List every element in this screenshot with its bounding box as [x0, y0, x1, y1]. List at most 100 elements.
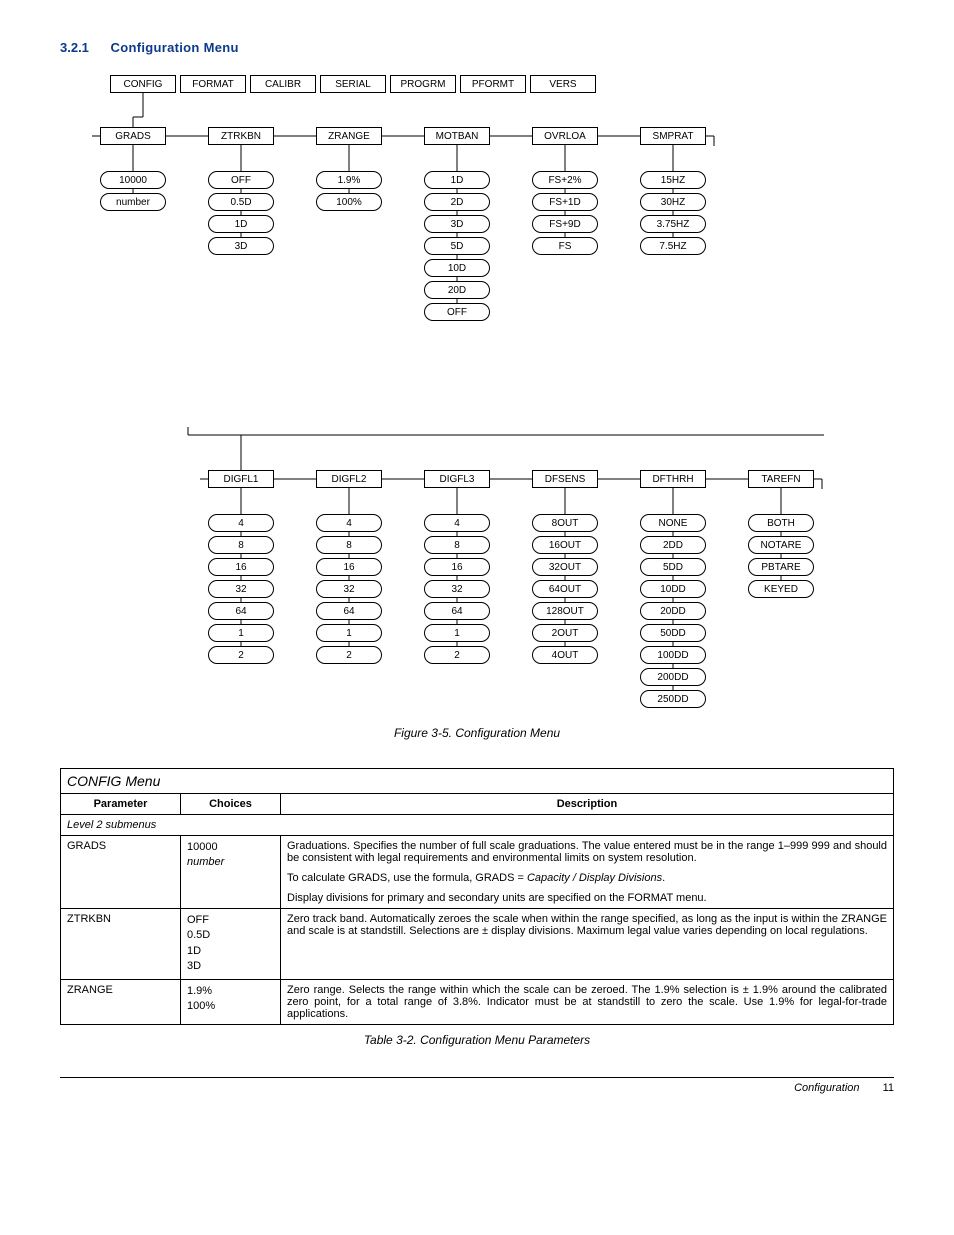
- section-heading: 3.2.1 Configuration Menu: [60, 40, 894, 55]
- menu-box: PROGRM: [390, 75, 456, 93]
- menu-box: CALIBR: [250, 75, 316, 93]
- option-pill: 20DD: [640, 602, 706, 620]
- menu-box: VERS: [530, 75, 596, 93]
- option-pill: 7.5HZ: [640, 237, 706, 255]
- option-pill: 0.5D: [208, 193, 274, 211]
- figure-caption: Figure 3-5. Configuration Menu: [60, 726, 894, 740]
- option-pill: 2D: [424, 193, 490, 211]
- option-pill: 200DD: [640, 668, 706, 686]
- choices-cell: OFF0.5D1D3D: [181, 909, 281, 980]
- config-parameters-table: Parameter Choices Description Level 2 su…: [60, 793, 894, 1025]
- option-pill: 4OUT: [532, 646, 598, 664]
- section-number: 3.2.1: [60, 40, 89, 55]
- option-pill: 8OUT: [532, 514, 598, 532]
- option-pill: BOTH: [748, 514, 814, 532]
- option-pill: 32: [208, 580, 274, 598]
- menu-box: TAREFN: [748, 470, 814, 488]
- footer-page: 11: [883, 1082, 894, 1094]
- option-pill: 1: [316, 624, 382, 642]
- config-table-wrap: CONFIG Menu Parameter Choices Descriptio…: [60, 768, 894, 1025]
- option-pill: 32: [424, 580, 490, 598]
- choices-cell: 1.9%100%: [181, 979, 281, 1024]
- footer-rule: [60, 1077, 894, 1078]
- option-pill: number: [100, 193, 166, 211]
- option-pill: NOTARE: [748, 536, 814, 554]
- col-description: Description: [281, 794, 894, 815]
- desc-cell: Graduations. Specifies the number of ful…: [281, 836, 894, 909]
- option-pill: 250DD: [640, 690, 706, 708]
- option-pill: 2OUT: [532, 624, 598, 642]
- menu-box: SERIAL: [320, 75, 386, 93]
- option-pill: 3D: [424, 215, 490, 233]
- option-pill: 1.9%: [316, 171, 382, 189]
- menu-box: DFSENS: [532, 470, 598, 488]
- option-pill: 8: [316, 536, 382, 554]
- option-pill: 2: [424, 646, 490, 664]
- menu-box: DIGFL1: [208, 470, 274, 488]
- option-pill: 4: [316, 514, 382, 532]
- config-table-title: CONFIG Menu: [60, 768, 894, 793]
- option-pill: 16OUT: [532, 536, 598, 554]
- footer-section: Configuration: [794, 1082, 859, 1094]
- option-pill: 128OUT: [532, 602, 598, 620]
- option-pill: 10000: [100, 171, 166, 189]
- option-pill: FS+2%: [532, 171, 598, 189]
- menu-box: PFORMT: [460, 75, 526, 93]
- option-pill: PBTARE: [748, 558, 814, 576]
- menu-box: ZTRKBN: [208, 127, 274, 145]
- option-pill: FS: [532, 237, 598, 255]
- menu-box: OVRLOA: [532, 127, 598, 145]
- option-pill: 100DD: [640, 646, 706, 664]
- config-menu-diagram: CONFIGFORMATCALIBRSERIALPROGRMPFORMTVERS…: [80, 75, 900, 716]
- option-pill: 20D: [424, 281, 490, 299]
- option-pill: OFF: [208, 171, 274, 189]
- option-pill: 1: [424, 624, 490, 642]
- option-pill: FS+9D: [532, 215, 598, 233]
- option-pill: 64: [208, 602, 274, 620]
- option-pill: 50DD: [640, 624, 706, 642]
- param-cell: ZRANGE: [61, 979, 181, 1024]
- option-pill: 32OUT: [532, 558, 598, 576]
- menu-box: DIGFL3: [424, 470, 490, 488]
- menu-box: CONFIG: [110, 75, 176, 93]
- option-pill: 2: [208, 646, 274, 664]
- option-pill: 16: [424, 558, 490, 576]
- option-pill: 2DD: [640, 536, 706, 554]
- option-pill: 3.75HZ: [640, 215, 706, 233]
- option-pill: 1D: [424, 171, 490, 189]
- option-pill: 10D: [424, 259, 490, 277]
- option-pill: 1D: [208, 215, 274, 233]
- option-pill: 3D: [208, 237, 274, 255]
- choices-cell: 10000number: [181, 836, 281, 909]
- option-pill: 8: [208, 536, 274, 554]
- menu-box: DIGFL2: [316, 470, 382, 488]
- option-pill: 100%: [316, 193, 382, 211]
- table-subhead: Level 2 submenus: [61, 815, 894, 836]
- table-caption: Table 3-2. Configuration Menu Parameters: [60, 1033, 894, 1047]
- menu-box: DFTHRH: [640, 470, 706, 488]
- option-pill: 10DD: [640, 580, 706, 598]
- option-pill: 4: [208, 514, 274, 532]
- option-pill: KEYED: [748, 580, 814, 598]
- option-pill: 5D: [424, 237, 490, 255]
- menu-box: FORMAT: [180, 75, 246, 93]
- col-choices: Choices: [181, 794, 281, 815]
- menu-box: ZRANGE: [316, 127, 382, 145]
- menu-box: MOTBAN: [424, 127, 490, 145]
- option-pill: 16: [316, 558, 382, 576]
- option-pill: 30HZ: [640, 193, 706, 211]
- option-pill: 8: [424, 536, 490, 554]
- option-pill: 64: [424, 602, 490, 620]
- page-footer: Configuration 11: [60, 1082, 894, 1094]
- option-pill: 64: [316, 602, 382, 620]
- option-pill: 2: [316, 646, 382, 664]
- desc-cell: Zero range. Selects the range within whi…: [281, 979, 894, 1024]
- option-pill: 15HZ: [640, 171, 706, 189]
- option-pill: OFF: [424, 303, 490, 321]
- param-cell: GRADS: [61, 836, 181, 909]
- option-pill: 32: [316, 580, 382, 598]
- option-pill: 5DD: [640, 558, 706, 576]
- param-cell: ZTRKBN: [61, 909, 181, 980]
- menu-box: GRADS: [100, 127, 166, 145]
- option-pill: 16: [208, 558, 274, 576]
